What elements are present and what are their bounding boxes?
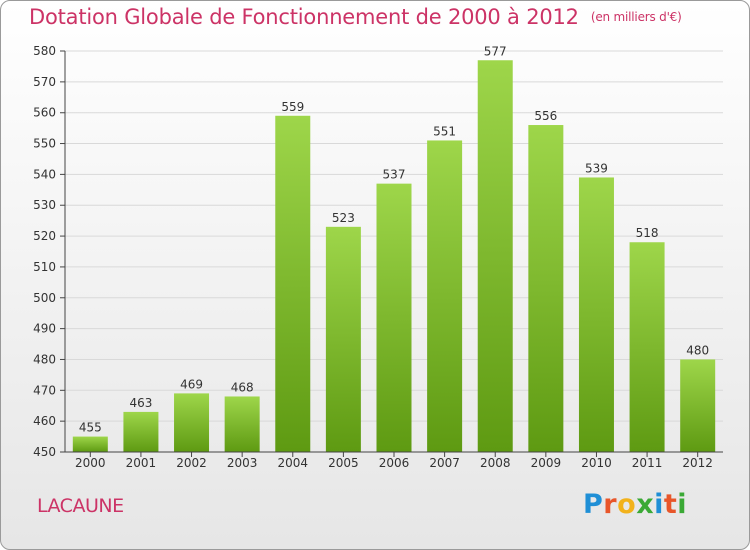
x-tick-label: 2001 [126,456,157,470]
logo-letter: i [677,489,688,520]
bar [578,177,614,452]
logo-letter: i [654,489,664,520]
y-tick-label: 510 [33,260,56,274]
bar [680,359,716,452]
y-tick-label: 520 [33,229,56,243]
bar [376,183,412,452]
y-tick-label: 500 [33,291,56,305]
bar [477,60,513,452]
x-tick-label: 2009 [531,456,562,470]
bar [72,436,108,452]
data-label: 518 [636,226,659,240]
bar [427,140,463,452]
y-tick-label: 560 [33,106,56,120]
data-label: 469 [180,377,203,391]
x-tick-label: 2007 [429,456,460,470]
x-tick-label: 2006 [379,456,410,470]
logo-letter: o [617,489,637,520]
x-tick-label: 2000 [75,456,106,470]
y-tick-label: 580 [33,44,56,58]
chart-title: Dotation Globale de Fonctionnement de 20… [29,5,682,29]
logo-letter: P [583,489,604,520]
data-label: 539 [585,161,608,175]
bar [275,115,311,453]
chart-subtitle: (en milliers d'€) [590,10,682,24]
bar [325,226,361,452]
data-label: 463 [129,396,152,410]
logo-letter: t [663,489,678,520]
x-tick-label: 2010 [581,456,612,470]
title-text: Dotation Globale de Fonctionnement de 20… [29,5,579,29]
y-tick-label: 470 [33,383,56,397]
data-label: 559 [281,100,304,114]
y-tick-label: 530 [33,198,56,212]
y-tick-label: 460 [33,414,56,428]
bar [528,125,564,453]
x-tick-label: 2005 [328,456,359,470]
data-label: 455 [79,421,102,435]
y-tick-label: 570 [33,75,56,89]
x-tick-label: 2003 [227,456,258,470]
data-label: 556 [534,109,557,123]
bar [123,411,159,452]
commune-name: LACAUNE [37,495,124,517]
x-tick-label: 2012 [682,456,713,470]
bar [174,393,210,452]
y-tick-label: 550 [33,137,56,151]
data-label: 468 [231,380,254,394]
y-tick-label: 450 [33,445,56,459]
logo-letter: x [636,489,655,520]
y-tick-label: 540 [33,167,56,181]
x-tick-label: 2002 [176,456,207,470]
y-tick-label: 480 [33,352,56,366]
bar [629,242,665,452]
x-tick-label: 2004 [277,456,308,470]
x-tick-label: 2008 [480,456,511,470]
proxiti-logo[interactable]: Proxiti [583,489,687,520]
bar [224,396,260,452]
data-label: 523 [332,211,355,225]
data-label: 577 [484,44,507,58]
data-label: 551 [433,124,456,138]
data-label: 480 [686,343,709,357]
x-tick-label: 2011 [632,456,663,470]
logo-letter: r [603,489,618,520]
data-label: 537 [383,168,406,182]
y-tick-label: 490 [33,322,56,336]
